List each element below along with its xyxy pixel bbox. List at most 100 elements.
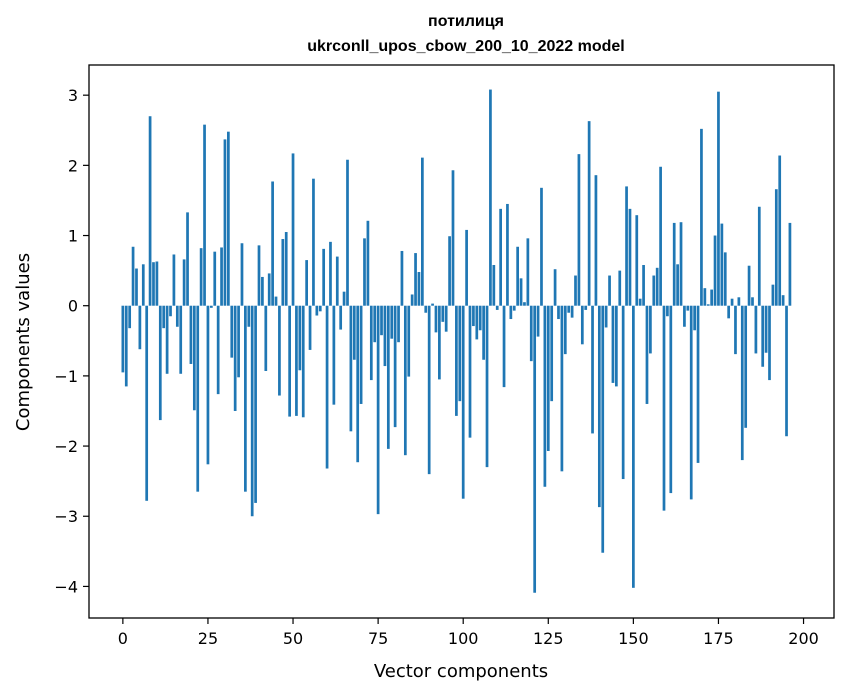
- bar-166: [686, 305, 690, 311]
- bar-69: [356, 305, 360, 463]
- bar-118: [523, 302, 526, 306]
- bar-84: [407, 305, 411, 377]
- bar-101: [465, 229, 468, 306]
- bar-115: [512, 305, 516, 311]
- bar-170: [700, 128, 703, 306]
- bar-125: [546, 305, 550, 451]
- bar-114: [509, 305, 513, 320]
- bar-183: [744, 305, 748, 428]
- bar-57: [315, 305, 319, 316]
- bar-143: [608, 275, 611, 306]
- x-axis: 0 25 50 75 100 125 150 175 200: [118, 618, 819, 648]
- bar-48: [284, 232, 288, 306]
- bar-180: [734, 305, 737, 355]
- bar-58: [318, 305, 322, 312]
- bar-72: [366, 220, 370, 306]
- bar-186: [754, 305, 758, 354]
- bar-147: [621, 305, 625, 480]
- bar-80: [393, 305, 397, 428]
- y-tick-label: 0: [68, 297, 78, 316]
- bar-32: [230, 305, 234, 358]
- y-tick-label: −2: [54, 437, 78, 456]
- bar-55: [308, 305, 312, 350]
- bar-22: [196, 305, 200, 492]
- bar-40: [257, 245, 261, 306]
- bar-155: [649, 305, 652, 354]
- bar-191: [771, 284, 775, 306]
- bar-28: [216, 305, 220, 395]
- bar-108: [489, 89, 492, 306]
- bar-81: [397, 305, 400, 343]
- y-tick-label: 1: [68, 227, 78, 246]
- bar-19: [186, 212, 189, 306]
- bar-21: [192, 305, 196, 411]
- bar-182: [740, 305, 744, 461]
- bar-126: [550, 305, 554, 402]
- bar-70: [359, 305, 363, 404]
- bar-131: [567, 305, 571, 313]
- bar-82: [400, 250, 404, 306]
- bar-31: [227, 131, 230, 306]
- bar-16: [175, 305, 179, 327]
- bar-8: [148, 116, 152, 306]
- bar-142: [604, 305, 608, 328]
- x-tick-label: 50: [283, 629, 303, 648]
- bar-78: [386, 305, 390, 449]
- x-tick-label: 175: [703, 629, 734, 648]
- bar-162: [672, 222, 676, 306]
- bar-128: [557, 305, 560, 320]
- y-tick-label: −1: [54, 367, 78, 386]
- y-tick-label: −3: [54, 507, 78, 526]
- y-axis-label: Components values: [13, 253, 34, 431]
- bar-136: [584, 305, 588, 310]
- bar-29: [220, 247, 223, 306]
- bar-47: [281, 239, 285, 306]
- bar-79: [390, 305, 394, 339]
- bar-37: [247, 305, 251, 327]
- bar-107: [485, 305, 489, 468]
- bar-153: [642, 265, 645, 306]
- bar-116: [516, 246, 520, 306]
- bar-39: [254, 305, 257, 503]
- bar-134: [577, 154, 581, 306]
- bar-160: [666, 305, 669, 317]
- bar-159: [662, 305, 666, 511]
- bar-174: [713, 235, 717, 306]
- bar-176: [720, 223, 724, 306]
- bar-121: [533, 305, 537, 593]
- bar-163: [676, 264, 679, 306]
- bar-52: [298, 305, 302, 371]
- bar-20: [189, 305, 193, 364]
- bar-105: [478, 305, 482, 331]
- bar-27: [213, 251, 217, 306]
- bar-30: [223, 139, 227, 306]
- chart-title: потилиця: [428, 13, 504, 30]
- bar-151: [635, 215, 639, 306]
- bar-179: [730, 298, 734, 306]
- bar-98: [455, 305, 458, 416]
- bar-67: [349, 305, 353, 432]
- bar-49: [288, 305, 291, 417]
- bar-4: [135, 268, 138, 306]
- bar-90: [427, 305, 431, 475]
- bar-45: [274, 296, 278, 306]
- bar-117: [519, 278, 523, 306]
- bar-171: [703, 288, 707, 306]
- bar-65: [342, 291, 346, 306]
- bar-53: [301, 305, 305, 418]
- bar-100: [461, 305, 465, 499]
- bar-194: [781, 295, 785, 306]
- bar-111: [499, 208, 502, 306]
- bar-144: [611, 305, 615, 383]
- bar-185: [751, 297, 754, 306]
- bar-75: [376, 305, 380, 515]
- bar-77: [383, 305, 387, 367]
- x-tick-label: 25: [198, 629, 218, 648]
- bar-93: [438, 305, 441, 380]
- bar-44: [271, 181, 274, 306]
- bar-42: [264, 305, 268, 371]
- bar-113: [506, 203, 509, 306]
- bar-165: [683, 305, 686, 327]
- bar-138: [591, 305, 594, 434]
- bar-190: [768, 305, 771, 381]
